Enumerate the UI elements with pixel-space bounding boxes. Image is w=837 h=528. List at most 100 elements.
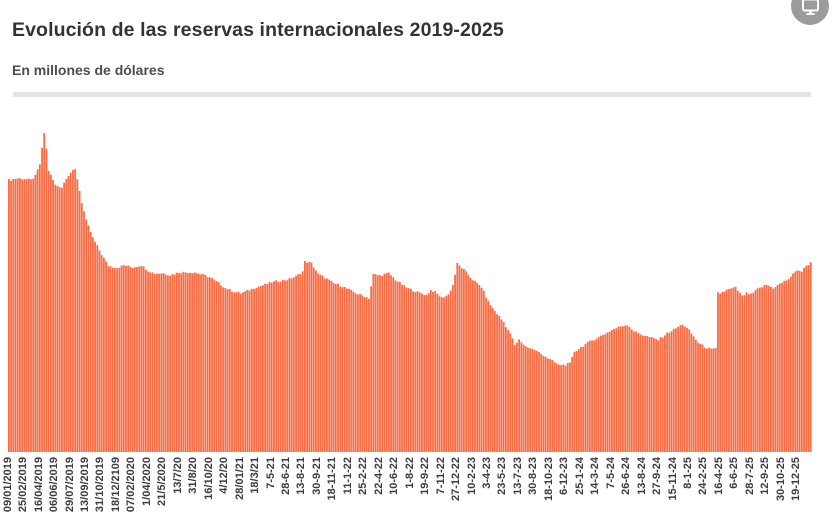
x-axis-label: 25-1-24 [573, 457, 586, 495]
bar [222, 287, 225, 452]
bar [480, 287, 483, 452]
bar [679, 325, 682, 452]
bar [49, 174, 52, 452]
bar [248, 290, 251, 452]
bar [315, 270, 317, 452]
bar [438, 296, 441, 452]
bar [443, 297, 445, 452]
bar [529, 348, 532, 452]
bar [776, 284, 779, 452]
bar [401, 285, 403, 452]
bar [164, 274, 167, 452]
bar [626, 325, 629, 452]
bar [87, 225, 90, 452]
bar [730, 288, 733, 452]
bar [403, 285, 406, 452]
bar [359, 293, 362, 452]
bar [231, 291, 233, 452]
x-axis-label: 12-9-25 [759, 457, 772, 495]
bar [681, 324, 684, 452]
bar [292, 277, 295, 452]
bar [668, 332, 671, 452]
bar [85, 219, 88, 452]
bar [151, 272, 154, 452]
bar [785, 280, 788, 452]
x-axis-label: 7-5-21 [264, 457, 277, 489]
bar [321, 275, 324, 452]
x-axis-label: 30-10-25 [774, 457, 787, 502]
bar [220, 285, 222, 452]
bar [8, 179, 10, 452]
bar [566, 362, 569, 452]
bar [451, 285, 454, 452]
bar [80, 203, 83, 452]
bar [41, 147, 43, 452]
bar [213, 279, 216, 452]
bar [507, 330, 509, 452]
bar [758, 287, 761, 452]
bar [69, 172, 72, 453]
bar [140, 266, 143, 452]
bar [739, 292, 741, 452]
bar [476, 282, 479, 452]
bar [487, 300, 490, 452]
x-axis-label: 18-11-21 [326, 457, 339, 501]
bar [162, 273, 165, 452]
bar [591, 340, 593, 452]
bar [624, 325, 627, 452]
x-axis-label: 27-9-24 [651, 457, 663, 495]
bar [228, 288, 231, 452]
x-axis-label: 31/8/20 [187, 457, 200, 494]
bar [142, 266, 145, 452]
bar [96, 245, 99, 452]
bar [710, 348, 713, 452]
bar [781, 282, 783, 452]
bar [599, 335, 602, 452]
bar [354, 293, 357, 452]
x-axis-label: 18/3/21 [249, 457, 261, 494]
bar [423, 295, 426, 452]
bar [100, 255, 103, 452]
x-axis-label: 16-4-25 [712, 457, 725, 495]
bar [65, 178, 68, 453]
x-axis-label: 25/02/2019 [17, 457, 30, 513]
bar [617, 326, 620, 452]
bar [690, 333, 693, 452]
x-axis-label: 24-2-25 [697, 457, 710, 495]
bar [381, 276, 384, 452]
bar [246, 289, 249, 452]
bar [809, 262, 812, 452]
bar [741, 295, 744, 452]
bar [120, 265, 123, 452]
bar [356, 294, 359, 452]
bar [350, 289, 353, 452]
x-axis-label: 1-8-22 [403, 457, 416, 489]
bar [692, 336, 695, 452]
bar [224, 287, 227, 452]
bar [551, 360, 554, 452]
bar [562, 364, 565, 452]
bar [708, 347, 710, 452]
bar [518, 339, 521, 452]
bar [604, 334, 607, 452]
bar [661, 337, 664, 452]
bar [635, 331, 638, 452]
bar [628, 327, 631, 452]
x-axis-label: 6-6-25 [728, 457, 741, 489]
x-axis-label: 29/07/2019 [63, 457, 76, 513]
bar [334, 283, 337, 452]
bar [348, 288, 350, 452]
bar [12, 179, 15, 453]
bar [756, 288, 759, 452]
bar [606, 332, 609, 452]
bar [319, 274, 322, 452]
bar [765, 284, 768, 452]
header-divider [13, 92, 811, 97]
x-axis-label: 26-6-24 [620, 457, 633, 495]
bar [719, 293, 722, 452]
bar [153, 274, 156, 452]
bar [160, 273, 163, 452]
bar [61, 187, 63, 452]
bar [171, 274, 174, 452]
